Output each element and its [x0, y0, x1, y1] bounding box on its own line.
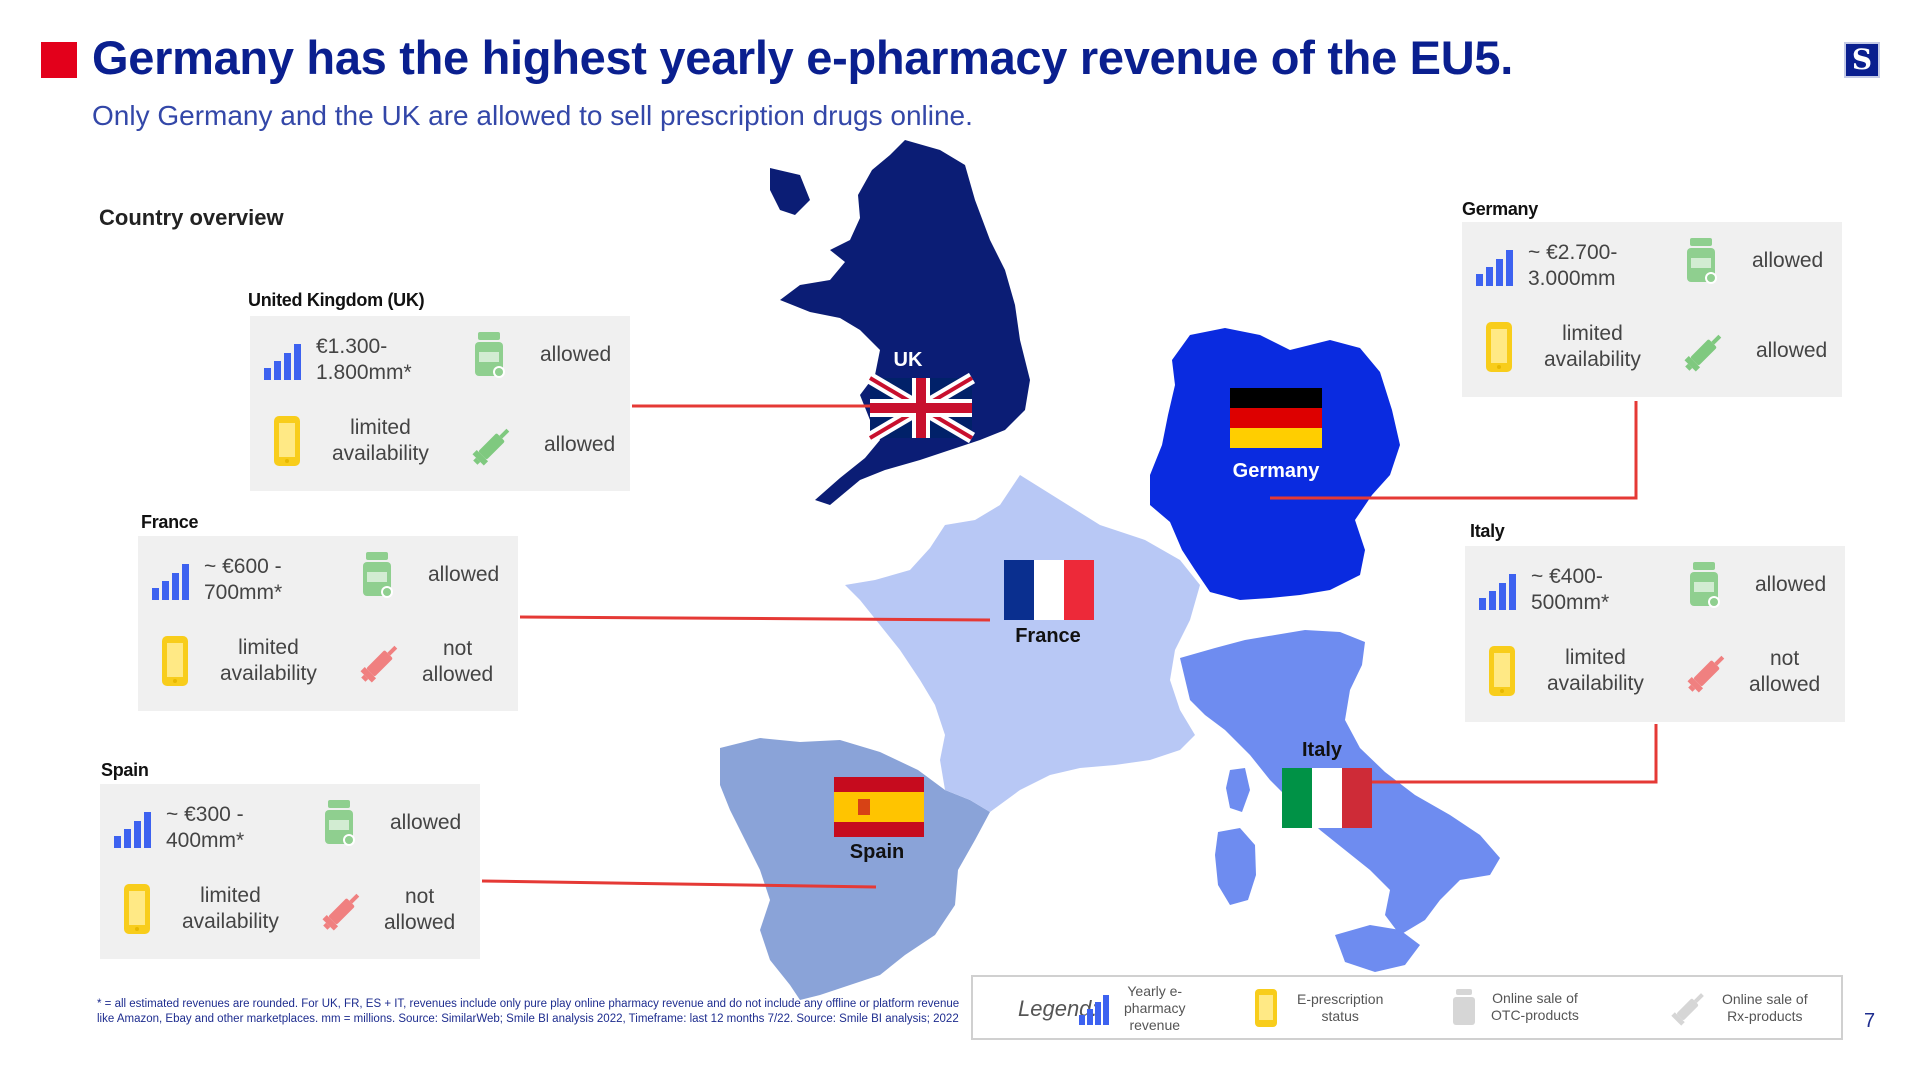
- germany-otc: allowed: [1752, 249, 1824, 272]
- country-panel-spain: ~ €300 - 400mm* allowed limited availabi…: [100, 784, 480, 959]
- phone-icon: [1255, 989, 1277, 1027]
- country-panel-germany: ~ €2.700- 3.000mm allowed limited availa…: [1462, 222, 1842, 397]
- france-revenue: ~ €600 - 700mm*: [204, 555, 283, 604]
- signal-bars-icon: [264, 344, 301, 380]
- france-eprescription: limited availability: [220, 636, 317, 685]
- syringe-icon: [322, 893, 360, 931]
- map-label-italy: Italy: [1302, 739, 1343, 761]
- france-shape: [845, 475, 1200, 812]
- legend-item-otc: Online sale of OTC-products: [1451, 987, 1579, 1027]
- phone-icon: [274, 416, 300, 466]
- country-panel-uk: €1.300- 1.800mm* allowed limited availab…: [250, 316, 630, 491]
- italy-connector-line: [1372, 724, 1658, 784]
- syringe-icon: [1671, 993, 1704, 1026]
- phone-icon: [124, 884, 150, 934]
- pill-bottle-icon: [363, 552, 393, 598]
- legend-label-eprescription: E-prescription status: [1297, 991, 1384, 1024]
- germany-flag: [1230, 388, 1322, 448]
- signal-bars-icon: [1079, 994, 1109, 1025]
- france-flag: [1004, 560, 1094, 620]
- pill-bottle-icon: [1453, 989, 1475, 1025]
- phone-icon: [1486, 322, 1512, 372]
- italy-eprescription: limited availability: [1547, 646, 1644, 695]
- corsica-shape: [1226, 768, 1250, 812]
- country-name-germany: Germany: [1462, 199, 1538, 219]
- italy-flag: [1282, 768, 1372, 828]
- spain-revenue: ~ €300 - 400mm*: [166, 803, 245, 852]
- legend-label-rx: Online sale of Rx-products: [1722, 991, 1808, 1024]
- pill-bottle-icon: [1687, 238, 1717, 284]
- germany-eprescription: limited availability: [1544, 322, 1641, 371]
- syringe-icon: [1687, 655, 1725, 693]
- sardinia-shape: [1215, 828, 1256, 905]
- uk-rx: allowed: [544, 433, 616, 456]
- germany-rx: allowed: [1756, 339, 1828, 362]
- uk-revenue: €1.300- 1.800mm*: [316, 335, 412, 384]
- pill-bottle-icon: [1690, 562, 1720, 608]
- germany-connector-line: [1270, 401, 1638, 500]
- germany-revenue: ~ €2.700- 3.000mm: [1528, 241, 1618, 290]
- country-name-france: France: [141, 512, 199, 532]
- syringe-icon: [472, 428, 510, 466]
- uk-shape: [780, 140, 1030, 505]
- uk-eprescription: limited availability: [332, 416, 429, 465]
- spain-otc: allowed: [390, 811, 462, 834]
- pill-bottle-icon: [325, 800, 355, 846]
- italy-revenue: ~ €400- 500mm*: [1531, 565, 1610, 614]
- legend-label-otc: Online sale of OTC-products: [1491, 990, 1579, 1023]
- spain-flag: [834, 777, 924, 837]
- legend-label-revenue: Yearly e- pharmacy revenue: [1124, 983, 1186, 1033]
- legend-item-eprescription: E-prescription status: [1253, 987, 1383, 1029]
- uk-flag: [866, 372, 976, 444]
- france-rx: not allowed: [422, 637, 494, 686]
- signal-bars-icon: [1476, 250, 1513, 286]
- country-panel-france: ~ €600 - 700mm* allowed limited availabi…: [138, 536, 518, 711]
- signal-bars-icon: [114, 812, 151, 848]
- page-number: 7: [1864, 1010, 1876, 1032]
- italy-otc: allowed: [1755, 573, 1827, 596]
- map-label-france: France: [1015, 625, 1081, 647]
- title-marker: [41, 42, 77, 78]
- legend-item-revenue: Yearly e- pharmacy revenue: [1078, 983, 1185, 1034]
- uk-otc: allowed: [540, 343, 612, 366]
- ireland-shape: [770, 168, 810, 215]
- spain-connector-line: [481, 879, 877, 889]
- phone-icon: [162, 636, 188, 686]
- country-name-uk: United Kingdom (UK): [248, 290, 425, 310]
- page-title: Germany has the highest yearly e-pharmac…: [92, 31, 1513, 84]
- map-label-spain: Spain: [850, 841, 904, 863]
- signal-bars-icon: [152, 564, 189, 600]
- syringe-icon: [1684, 334, 1722, 372]
- france-connector-line: [519, 615, 991, 622]
- syringe-icon: [360, 645, 398, 683]
- germany-shape: [1150, 328, 1400, 600]
- spain-rx: not allowed: [384, 885, 456, 934]
- signal-bars-icon: [1479, 574, 1516, 610]
- italy-rx: not allowed: [1749, 647, 1821, 696]
- legend-item-rx: Online sale of Rx-products: [1668, 987, 1808, 1029]
- map-label-germany: Germany: [1233, 460, 1321, 482]
- pill-bottle-icon: [475, 332, 505, 378]
- spain-eprescription: limited availability: [182, 884, 279, 933]
- country-name-italy: Italy: [1470, 521, 1505, 541]
- map-label-uk: UK: [894, 349, 923, 371]
- brand-logo: S: [1844, 42, 1880, 78]
- france-otc: allowed: [428, 563, 500, 586]
- section-label: Country overview: [99, 205, 284, 230]
- legend: Legend: Yearly e- pharmacy revenue E-pre…: [971, 975, 1843, 1040]
- page-subtitle: Only Germany and the UK are allowed to s…: [92, 100, 973, 131]
- phone-icon: [1489, 646, 1515, 696]
- country-panel-italy: ~ €400- 500mm* allowed limited availabil…: [1465, 546, 1845, 722]
- footnote: * = all estimated revenues are rounded. …: [97, 998, 960, 1025]
- country-name-spain: Spain: [101, 760, 149, 780]
- sicily-shape: [1335, 925, 1420, 972]
